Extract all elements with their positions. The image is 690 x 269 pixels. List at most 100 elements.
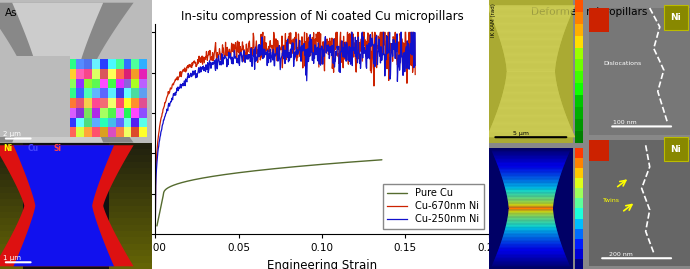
Bar xyxy=(116,69,124,79)
Pure Cu xyxy=(226,172,235,175)
Bar xyxy=(575,158,583,168)
Polygon shape xyxy=(503,92,559,93)
Polygon shape xyxy=(506,191,556,192)
Polygon shape xyxy=(501,99,561,100)
Polygon shape xyxy=(494,22,568,23)
Polygon shape xyxy=(506,62,556,63)
Bar xyxy=(109,193,152,200)
Polygon shape xyxy=(497,33,564,34)
Bar xyxy=(575,259,583,269)
Bar xyxy=(124,128,132,137)
Bar xyxy=(109,155,152,161)
Bar xyxy=(575,24,583,36)
Polygon shape xyxy=(502,47,560,48)
Polygon shape xyxy=(498,249,564,250)
FancyBboxPatch shape xyxy=(664,5,688,30)
Cu-250nm Ni xyxy=(325,51,333,54)
Polygon shape xyxy=(507,218,554,219)
Polygon shape xyxy=(491,127,571,128)
Polygon shape xyxy=(505,83,557,84)
Bar xyxy=(575,59,583,71)
Polygon shape xyxy=(488,8,574,9)
Bar xyxy=(575,239,583,249)
Polygon shape xyxy=(497,109,564,110)
Bar xyxy=(139,128,147,137)
Polygon shape xyxy=(509,212,553,213)
Bar xyxy=(0,155,23,161)
Polygon shape xyxy=(506,75,555,76)
Polygon shape xyxy=(503,235,559,236)
Bar xyxy=(108,128,116,137)
Bar xyxy=(575,178,583,188)
Bar xyxy=(109,149,152,155)
Polygon shape xyxy=(502,44,560,45)
Bar xyxy=(575,95,583,107)
Bar xyxy=(575,249,583,259)
Polygon shape xyxy=(509,209,553,210)
Polygon shape xyxy=(504,186,557,187)
Bar xyxy=(589,8,609,32)
Text: Ni: Ni xyxy=(671,145,681,154)
Cu-670nm Ni xyxy=(218,51,226,55)
Polygon shape xyxy=(499,248,563,249)
Pure Cu xyxy=(295,165,303,168)
Bar xyxy=(100,79,108,89)
Bar xyxy=(575,36,583,48)
Polygon shape xyxy=(506,78,555,79)
Polygon shape xyxy=(504,182,558,183)
Polygon shape xyxy=(502,240,560,241)
Polygon shape xyxy=(505,187,557,188)
Cu-250nm Ni xyxy=(411,64,420,67)
Polygon shape xyxy=(496,254,565,255)
Polygon shape xyxy=(495,256,566,257)
Polygon shape xyxy=(489,131,573,132)
Bar xyxy=(109,187,152,193)
Bar xyxy=(0,263,23,269)
Bar xyxy=(132,128,139,137)
Polygon shape xyxy=(492,152,569,153)
Polygon shape xyxy=(490,128,571,129)
Polygon shape xyxy=(500,172,562,173)
Bar xyxy=(575,229,583,239)
Polygon shape xyxy=(489,130,573,131)
Bar xyxy=(68,89,76,98)
Bar xyxy=(100,118,108,128)
Polygon shape xyxy=(507,196,555,197)
Polygon shape xyxy=(497,111,564,112)
Bar xyxy=(76,118,84,128)
Polygon shape xyxy=(493,121,569,122)
Polygon shape xyxy=(496,161,566,162)
Bar xyxy=(76,89,84,98)
Bar xyxy=(116,98,124,108)
Bar xyxy=(139,79,147,89)
Bar xyxy=(109,180,152,187)
Polygon shape xyxy=(502,45,560,46)
Bar xyxy=(589,140,609,161)
Polygon shape xyxy=(502,46,560,47)
Polygon shape xyxy=(499,37,562,38)
Polygon shape xyxy=(504,88,558,89)
Polygon shape xyxy=(502,95,560,97)
Polygon shape xyxy=(506,195,555,196)
Polygon shape xyxy=(500,41,562,42)
Polygon shape xyxy=(499,106,563,107)
Bar xyxy=(100,89,108,98)
Polygon shape xyxy=(506,222,555,223)
Polygon shape xyxy=(491,15,571,16)
Cu-670nm Ni xyxy=(151,232,159,235)
Polygon shape xyxy=(504,55,558,56)
Polygon shape xyxy=(502,237,559,238)
Polygon shape xyxy=(490,129,572,130)
Polygon shape xyxy=(501,98,560,99)
Polygon shape xyxy=(505,58,557,59)
Polygon shape xyxy=(504,185,558,186)
Polygon shape xyxy=(506,190,556,191)
Bar xyxy=(589,140,690,266)
Bar xyxy=(0,161,23,168)
Polygon shape xyxy=(506,224,555,225)
Polygon shape xyxy=(494,156,568,157)
Polygon shape xyxy=(500,38,562,39)
Polygon shape xyxy=(506,79,556,80)
Bar xyxy=(109,263,152,269)
Polygon shape xyxy=(504,57,557,58)
